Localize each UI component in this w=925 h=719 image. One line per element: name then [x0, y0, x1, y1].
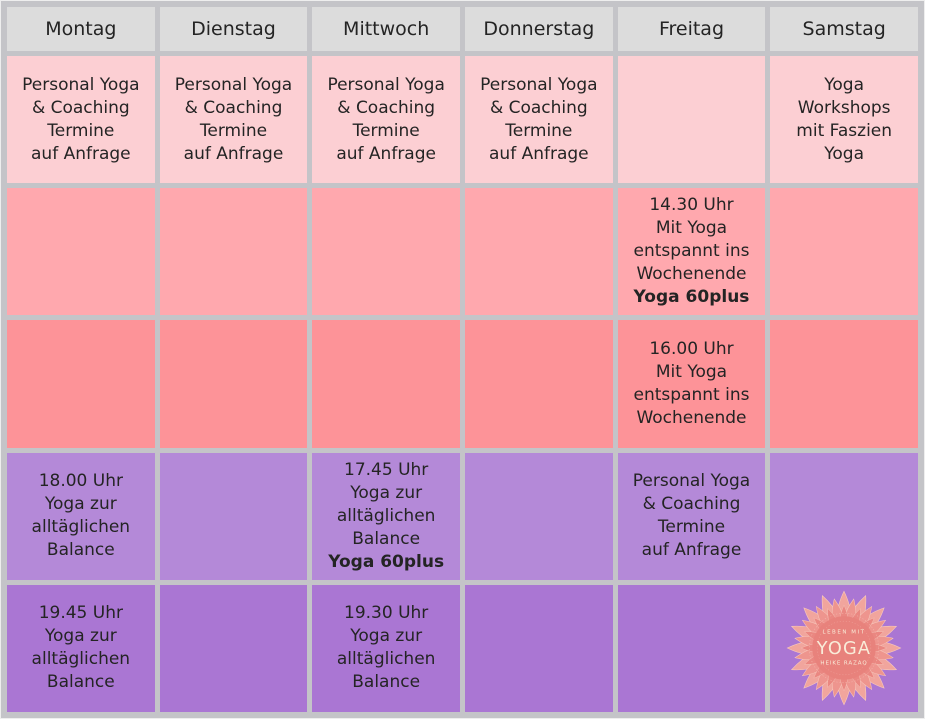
cell-montag-row5: 19.45 Uhr Yoga zur alltäglichen Balance — [7, 584, 155, 712]
cell-text-line: 16.00 Uhr — [649, 338, 734, 359]
cell-text-line: auf Anfrage — [489, 143, 589, 164]
cell-text-line: entspannt ins — [633, 241, 750, 262]
cell-donnerstag-row4 — [465, 452, 613, 580]
cell-text-line: Yoga 60plus — [633, 287, 750, 308]
cell-freitag-row2: 14.30 Uhr Mit Yoga entspannt ins Wochenende… — [617, 188, 766, 316]
cell-text-line: Balance — [46, 672, 115, 693]
logo-subtitle: HEIKE RAZAQ — [821, 661, 868, 667]
cell-dienstag-row5 — [159, 584, 308, 712]
cell-mittwoch-row1: Personal Yoga & Coaching Termine auf Anfrag… — [312, 56, 460, 184]
cell-text-line: Termine — [505, 120, 573, 141]
cell-text-line: auf Anfrage — [31, 143, 131, 164]
cell-montag-row2 — [7, 188, 155, 316]
cell-freitag-row1 — [617, 56, 766, 184]
cell-text-line: Termine — [657, 517, 726, 538]
cell-samstag-row3 — [770, 320, 918, 448]
cell-text-line: Balance — [352, 672, 421, 693]
cell-text-line: Termine — [47, 120, 115, 141]
cell-samstag-row4 — [770, 452, 918, 580]
cell-donnerstag-row5 — [465, 584, 613, 712]
cell-text-line: alltäglichen — [31, 649, 131, 670]
cell-donnerstag-row3 — [465, 320, 613, 448]
cell-text-line: 18.00 Uhr — [38, 471, 123, 492]
cell-donnerstag-row1: Personal Yoga & Coaching Termine auf Anfrag… — [465, 56, 613, 184]
cell-dienstag-row4 — [159, 452, 308, 580]
day-header-dienstag: Dienstag — [159, 7, 308, 51]
cell-text-line: Termine — [352, 120, 420, 141]
mandala-flower-icon: LEBEN MIT YOGA HEIKE RAZAQ — [787, 591, 902, 706]
cell-text-line: Personal Yoga — [174, 74, 293, 95]
cell-text-line: mit Faszien — [796, 120, 893, 141]
cell-text-line: Yoga zur — [44, 626, 117, 647]
cell-text-line: & Coaching — [184, 97, 283, 118]
cell-mittwoch-row5: 19.30 Uhr Yoga zur alltäglichen Balance — [312, 584, 460, 712]
cell-text-line: Balance — [352, 528, 421, 549]
cell-text-line: Termine — [199, 120, 268, 141]
cell-text-line: alltäglichen — [31, 517, 131, 538]
cell-text-line: & Coaching — [642, 494, 741, 515]
cell-text-line: Yoga — [824, 74, 865, 95]
cell-freitag-row5 — [617, 584, 766, 712]
leben-mit-yoga-logo: LEBEN MIT YOGA HEIKE RAZAQ — [783, 587, 905, 709]
cell-text-line: Workshops — [797, 97, 891, 118]
cell-text-line: Personal Yoga — [327, 74, 445, 95]
cell-text-line: Wochenende — [636, 407, 747, 428]
cell-text-line: Mit Yoga — [655, 218, 728, 239]
cell-text-line: & Coaching — [31, 97, 130, 118]
cell-text-line: Yoga zur — [350, 626, 423, 647]
cell-text-line: & Coaching — [489, 97, 588, 118]
cell-text-line: auf Anfrage — [336, 143, 436, 164]
cell-text-line: Balance — [46, 540, 115, 561]
cell-text-line: auf Anfrage — [641, 540, 742, 561]
cell-text-line: auf Anfrage — [183, 143, 284, 164]
cell-text-line: Yoga zur — [44, 494, 117, 515]
cell-freitag-row4: Personal Yoga & Coaching Termine auf Anfrag… — [617, 452, 766, 580]
cell-dienstag-row2 — [159, 188, 308, 316]
cell-donnerstag-row2 — [465, 188, 613, 316]
cell-samstag-row2 — [770, 188, 918, 316]
cell-text-line: 14.30 Uhr — [649, 195, 734, 216]
cell-text-line: alltäglichen — [336, 505, 436, 526]
cell-text-line: Yoga 60plus — [328, 551, 445, 572]
cell-montag-row1: Personal Yoga & Coaching Termine auf Anfrag… — [7, 56, 155, 184]
cell-freitag-row3: 16.00 Uhr Mit Yoga entspannt ins Wochenende — [617, 320, 766, 448]
cell-text-line: 17.45 Uhr — [344, 459, 429, 480]
cell-text-line: Personal Yoga — [22, 74, 140, 95]
day-header-samstag: Samstag — [770, 7, 918, 51]
cell-dienstag-row3 — [159, 320, 308, 448]
cell-text-line: Personal Yoga — [480, 74, 598, 95]
cell-text-line: Mit Yoga — [655, 361, 728, 382]
cell-montag-row3 — [7, 320, 155, 448]
cell-mittwoch-row4: 17.45 Uhr Yoga zur alltäglichen Balance Yoga… — [312, 452, 460, 580]
cell-samstag-row5: LEBEN MIT YOGA HEIKE RAZAQ — [770, 584, 918, 712]
cell-text-line: 19.45 Uhr — [38, 603, 123, 624]
cell-text-line: Personal Yoga — [632, 471, 751, 492]
logo-name: YOGA — [816, 639, 871, 659]
cell-mittwoch-row2 — [312, 188, 460, 316]
cell-montag-row4: 18.00 Uhr Yoga zur alltäglichen Balance — [7, 452, 155, 580]
logo-top-label: LEBEN MIT — [823, 630, 866, 636]
cell-text-line: & Coaching — [337, 97, 436, 118]
cell-text-line: Wochenende — [636, 264, 747, 285]
cell-text-line: entspannt ins — [633, 384, 750, 405]
cell-text-line: alltäglichen — [336, 649, 436, 670]
day-header-freitag: Freitag — [617, 7, 766, 51]
day-header-donnerstag: Donnerstag — [465, 7, 613, 51]
day-header-mittwoch: Mittwoch — [312, 7, 460, 51]
day-header-montag: Montag — [7, 7, 155, 51]
cell-mittwoch-row3 — [312, 320, 460, 448]
cell-text-line: 19.30 Uhr — [344, 603, 429, 624]
cell-text-line: Yoga — [824, 143, 865, 164]
cell-samstag-row1: Yoga Workshops mit Faszien Yoga — [770, 56, 918, 184]
cell-text-line: Yoga zur — [350, 482, 423, 503]
cell-dienstag-row1: Personal Yoga & Coaching Termine auf Anfrag… — [159, 56, 308, 184]
